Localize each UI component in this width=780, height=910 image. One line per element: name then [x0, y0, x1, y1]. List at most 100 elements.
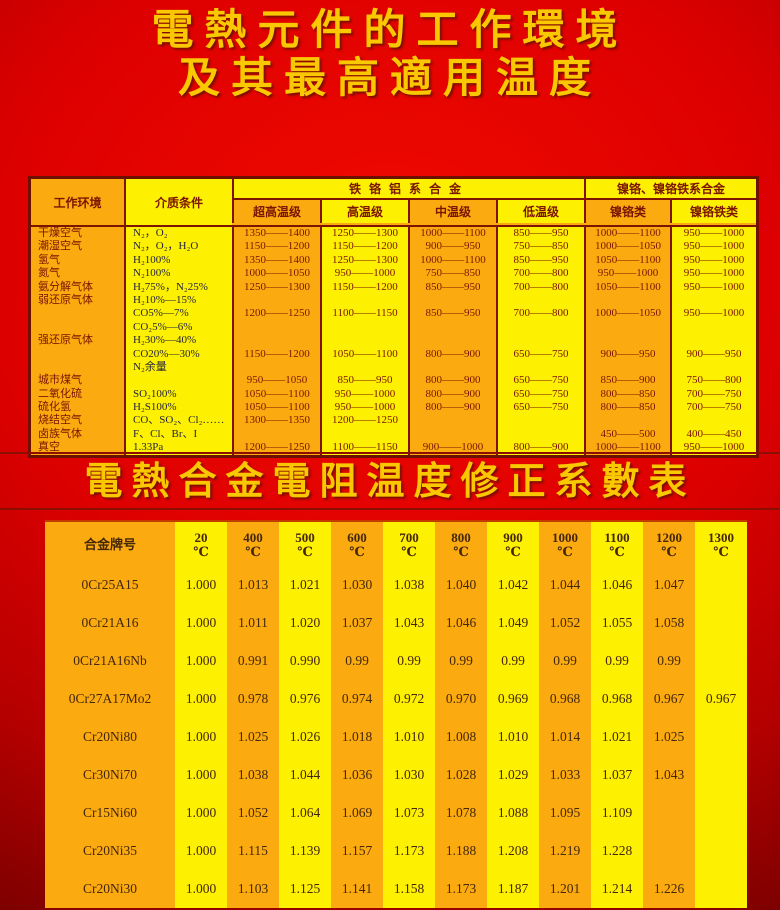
table1-cell-line: 650——750 — [513, 347, 569, 360]
correction-coefficient-table: 合金牌号 20 ℃ 400 ℃ 500 ℃ 600 ℃ 700 ℃ 800 ℃ 900 ℃ 1000 ℃ 1100… — [45, 520, 747, 908]
coefficient-value: 1.011 — [227, 604, 279, 642]
coefficient-value — [695, 566, 747, 604]
alloy-grade-label: 0Cr27A17Mo2 — [45, 680, 175, 718]
table1-cell-line: 1300——1350 — [244, 414, 310, 427]
table1-cell-line: H₂75%，N₂25% — [133, 280, 208, 293]
table1-cell-line: 硫化氢 — [38, 401, 71, 414]
coefficient-value: 1.188 — [435, 832, 487, 870]
table1-cell-line — [234, 361, 320, 374]
coefficient-value: 1.095 — [539, 794, 591, 832]
coefficient-value: 0.969 — [487, 680, 539, 718]
coefficient-row-0Cr21A16: 0Cr21A16 1.000 1.011 1.020 1.037 1.043 1.046 1.… — [45, 604, 747, 642]
coefficient-value: 1.038 — [383, 566, 435, 604]
coefficient-value: 0.99 — [435, 642, 487, 680]
alloy-grade-label: 0Cr25A15 — [45, 566, 175, 604]
table1-cell-line: 1200——1250 — [244, 441, 310, 454]
header-temp-500: 500 ℃ — [279, 522, 331, 566]
coefficient-value: 0.968 — [539, 680, 591, 718]
coefficient-value: 1.026 — [279, 718, 331, 756]
coefficient-value: 1.037 — [331, 604, 383, 642]
col-low-temp: 850——950 750——850 850——950 700——800 700——800… — [496, 227, 584, 455]
coefficient-value: 1.000 — [175, 604, 227, 642]
coefficient-value: 1.139 — [279, 832, 331, 870]
table1-cell-line: 1050——1100 — [332, 347, 398, 360]
coefficient-value: 1.173 — [435, 870, 487, 908]
table1-cell-line — [322, 334, 408, 347]
table1-cell-line: 750——850 — [425, 267, 481, 280]
table1-cell-line: 450——500 — [600, 427, 656, 440]
col-high-temp: 1250——1300 1150——1200 1250——1300 950——1000 1… — [320, 227, 408, 455]
table1-cell-line: 烧结空气 — [38, 414, 82, 427]
table1-cell-line: 1250——1300 — [244, 280, 310, 293]
alloy-grade-label: Cr20Ni80 — [45, 718, 175, 756]
table1-cell-line: 氮气 — [38, 267, 60, 280]
main-title: 電熱元件的工作環境 及其最高適用温度 — [0, 6, 780, 102]
table1-cell-line: 二氧化硫 — [38, 387, 82, 400]
table1-cell-line: CO5%—7% — [133, 307, 189, 320]
table1-cell-line — [322, 428, 408, 441]
coefficient-value: 1.046 — [435, 604, 487, 642]
table1-cell-line: 900——950 — [600, 347, 656, 360]
col-work-environment: 干燥空气 潮湿空气 氢气 氮气 氨分解气体 弱还原气体 强还原气体 城市煤气 二氧化硫 硫化氢… — [31, 227, 124, 455]
coefficient-value: 0.972 — [383, 680, 435, 718]
coefficient-value: 0.99 — [643, 642, 695, 680]
table1-cell-line: 1000——1050 — [595, 240, 661, 253]
table1-cell-line: 潮湿空气 — [38, 240, 82, 253]
table1-cell-line — [586, 414, 670, 427]
coefficient-row-0Cr25A15: 0Cr25A15 1.000 1.013 1.021 1.030 1.038 1.040 1.… — [45, 566, 747, 604]
coefficient-value: 1.058 — [643, 604, 695, 642]
header-temp-1200: 1200 ℃ — [643, 522, 695, 566]
table1-cell-line — [31, 361, 124, 374]
table1-cell-line: N₂，O₂ — [133, 227, 168, 239]
table1-cell-line: 氢气 — [38, 253, 60, 266]
table1-cell-line — [31, 321, 124, 334]
table1-cell-line: 1000——1050 — [244, 267, 310, 280]
coefficient-value: 0.991 — [227, 642, 279, 680]
table1-cell-line: H₂100% — [133, 253, 171, 266]
coefficient-value — [695, 604, 747, 642]
coefficient-value: 1.000 — [175, 642, 227, 680]
coefficient-value: 1.049 — [487, 604, 539, 642]
coefficient-value: 1.158 — [383, 870, 435, 908]
coefficient-value: 1.010 — [383, 718, 435, 756]
table1-cell-line: 700——750 — [686, 387, 742, 400]
col-mid-temp: 1000——1100 900——950 1000——1100 750——850 850—… — [408, 227, 496, 455]
coefficient-row-Cr20Ni80: Cr20Ni80 1.000 1.025 1.026 1.018 1.010 1.008 1.… — [45, 718, 747, 756]
alloy-grade-label: Cr30Ni70 — [45, 756, 175, 794]
header-high-temp: 高温级 — [320, 200, 408, 223]
coefficient-value: 1.010 — [487, 718, 539, 756]
table1-cell-line: 1000——1100 — [420, 253, 486, 266]
table1-cell-line: 1000——1100 — [595, 227, 661, 239]
header-temp-1100: 1100 ℃ — [591, 522, 643, 566]
coefficient-value: 1.115 — [227, 832, 279, 870]
header-medium-condition: 介质条件 — [124, 179, 232, 225]
table1-cell-line: 1150——1200 — [332, 240, 398, 253]
table1-cell-line: 850——950 — [513, 227, 569, 239]
table1-cell-line: 弱还原气体 — [38, 293, 93, 306]
table1-cell-line — [410, 361, 496, 374]
table1-cell-line — [672, 294, 756, 307]
coefficient-value: 1.025 — [643, 718, 695, 756]
coefficient-value — [695, 642, 747, 680]
col-nicrfe-type: 950——1000 950——1000 950——1000 950——1000 950—… — [670, 227, 756, 455]
coefficient-value — [643, 794, 695, 832]
table1-cell-line: 1350——1400 — [244, 253, 310, 266]
table1-cell-line — [498, 334, 584, 347]
table1-cell-line: 700——800 — [513, 280, 569, 293]
coefficient-value: 1.043 — [643, 756, 695, 794]
table1-cell-line: 700——800 — [513, 307, 569, 320]
table1-cell-line: 1200——1250 — [244, 307, 310, 320]
table1-cell-line — [672, 414, 756, 427]
environment-table-body: 干燥空气 潮湿空气 氢气 氮气 氨分解气体 弱还原气体 强还原气体 城市煤气 二氧化硫 硫化氢… — [31, 227, 756, 455]
table1-cell-line: N₂100% — [133, 267, 171, 280]
table1-cell-line: 干燥空气 — [38, 227, 82, 239]
coefficient-value: 1.157 — [331, 832, 383, 870]
table1-cell-line — [410, 334, 496, 347]
coefficient-value: 0.978 — [227, 680, 279, 718]
coefficient-value: 1.173 — [383, 832, 435, 870]
coefficient-row-0Cr21A16Nb: 0Cr21A16Nb 1.000 0.991 0.990 0.99 0.99 0.99 0.9… — [45, 642, 747, 680]
coefficient-value: 1.109 — [591, 794, 643, 832]
coefficient-value: 1.018 — [331, 718, 383, 756]
header-temp-900: 900 ℃ — [487, 522, 539, 566]
alloy-grade-label: Cr20Ni35 — [45, 832, 175, 870]
